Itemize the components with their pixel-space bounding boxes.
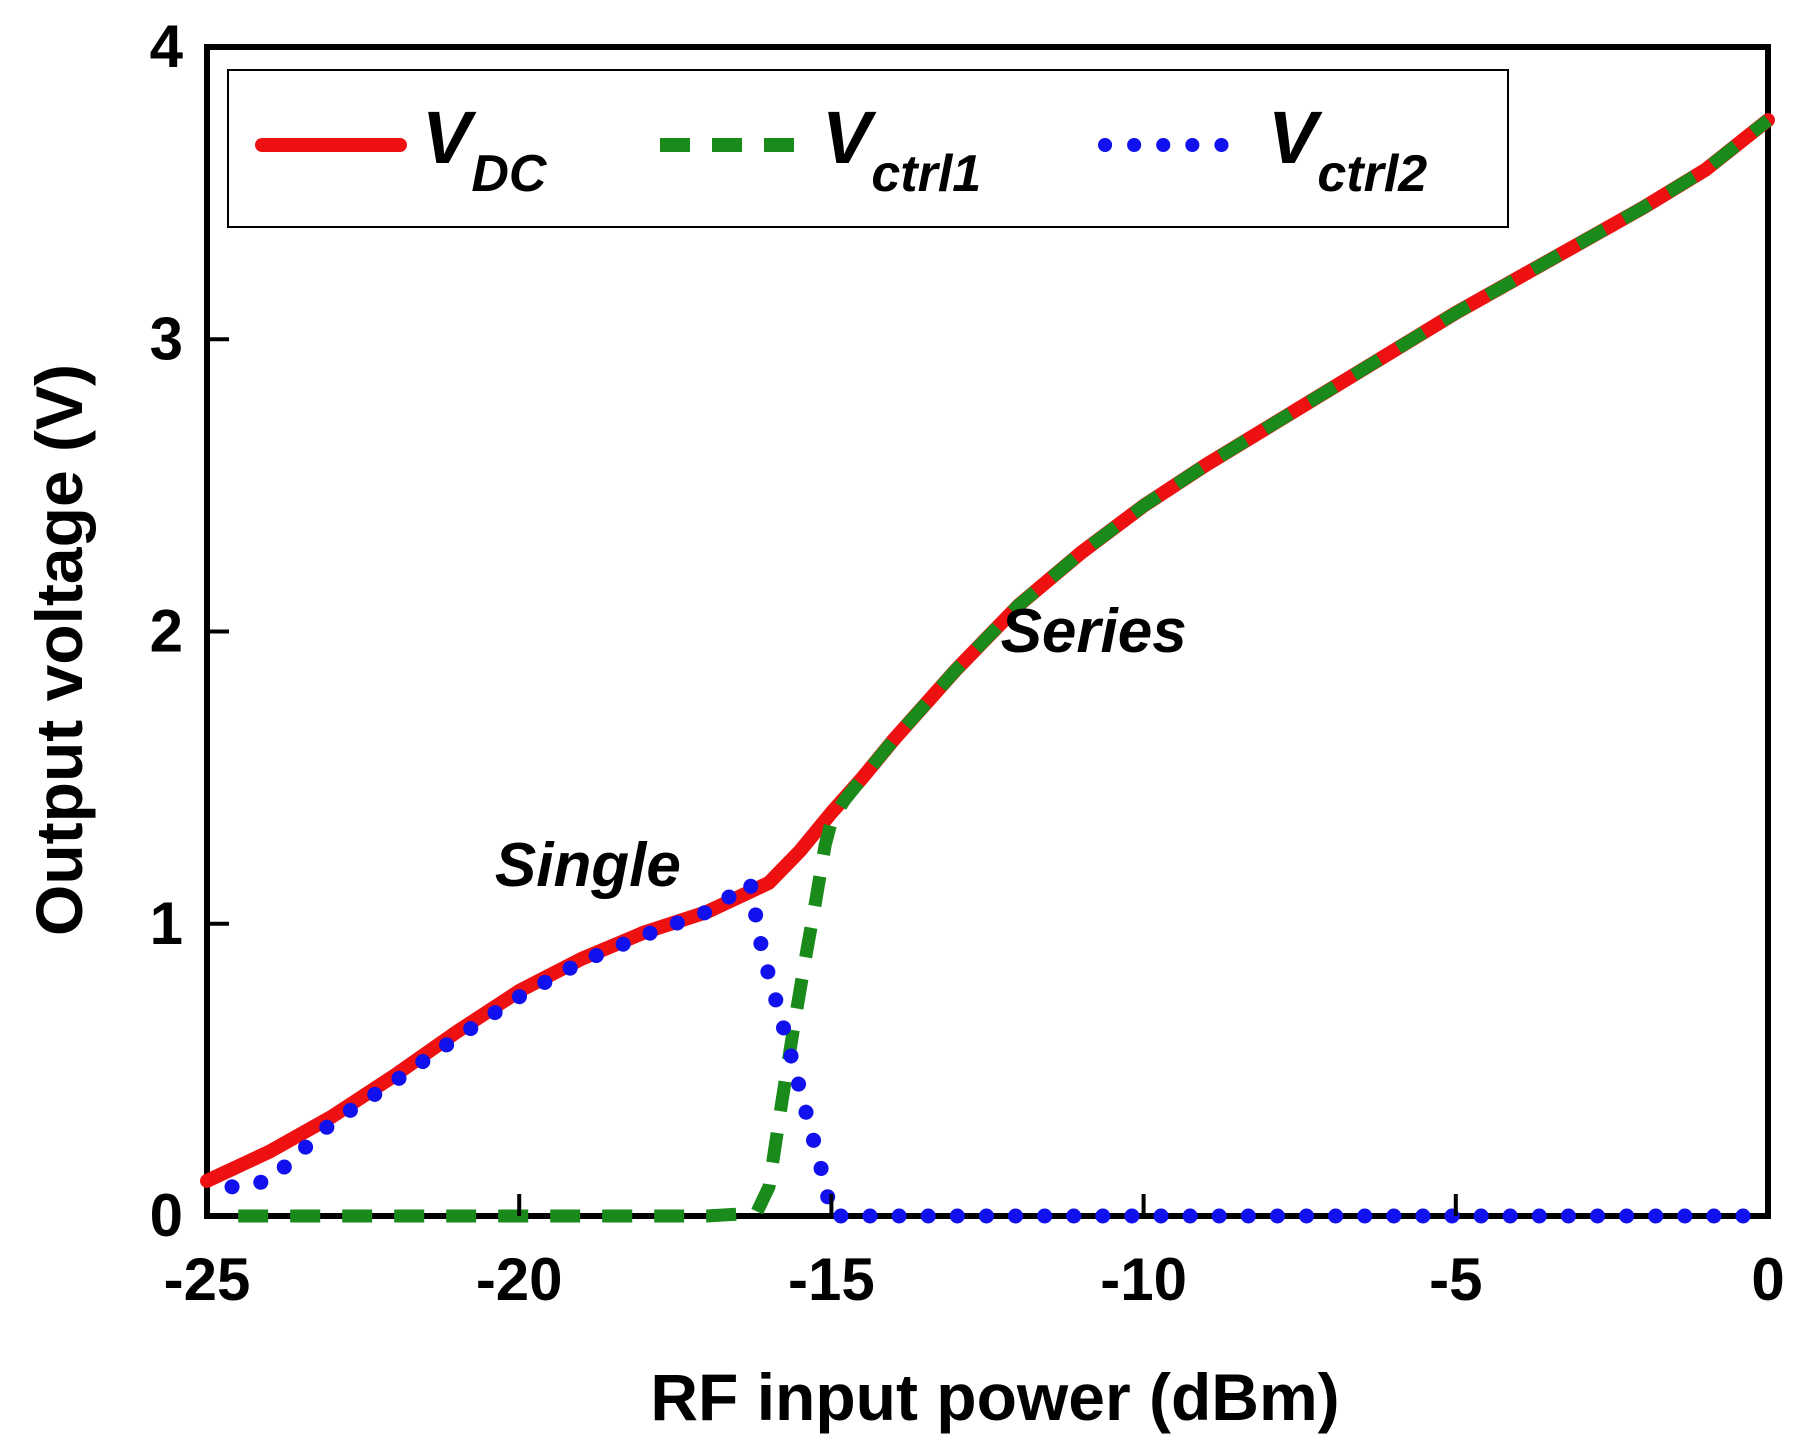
x-tick-label: -20 xyxy=(476,1246,563,1313)
x-tick-label: -15 xyxy=(788,1246,875,1313)
y-tick-label: 1 xyxy=(150,890,183,957)
legend: VDC Vctrl1 Vctrl2 xyxy=(227,69,1509,228)
annotation-series: Series xyxy=(1001,597,1187,666)
x-tick-label: 0 xyxy=(1751,1246,1784,1313)
x-tick-label: -25 xyxy=(164,1246,251,1313)
y-axis-title: Output voltage (V) xyxy=(22,364,96,936)
x-tick-label: -10 xyxy=(1100,1246,1187,1313)
series-line-v-ctrl1 xyxy=(238,115,1773,1223)
y-tick-label: 4 xyxy=(150,13,184,80)
ticks-layer: -25 -20 -15 -10 -5 0 0 1 2 3 4 xyxy=(150,13,1785,1313)
y-tick-label: 2 xyxy=(150,598,183,665)
x-axis-title: RF input power (dBm) xyxy=(650,1360,1339,1434)
legend-box xyxy=(227,69,1509,228)
series-line-v-ctrl2 xyxy=(224,875,1776,1224)
x-tick-label: -5 xyxy=(1429,1246,1482,1313)
series-layer xyxy=(200,113,1776,1224)
legend-label-vctrl2: Vctrl2 xyxy=(1268,96,1427,203)
y-tick-label: 0 xyxy=(150,1182,183,1249)
legend-label-vdc: VDC xyxy=(422,96,548,203)
annotation-single: Single xyxy=(495,831,681,900)
series-line-v-dc xyxy=(200,113,1775,1188)
y-tick-label: 3 xyxy=(150,305,183,372)
legend-label-vctrl1: Vctrl1 xyxy=(822,96,981,203)
